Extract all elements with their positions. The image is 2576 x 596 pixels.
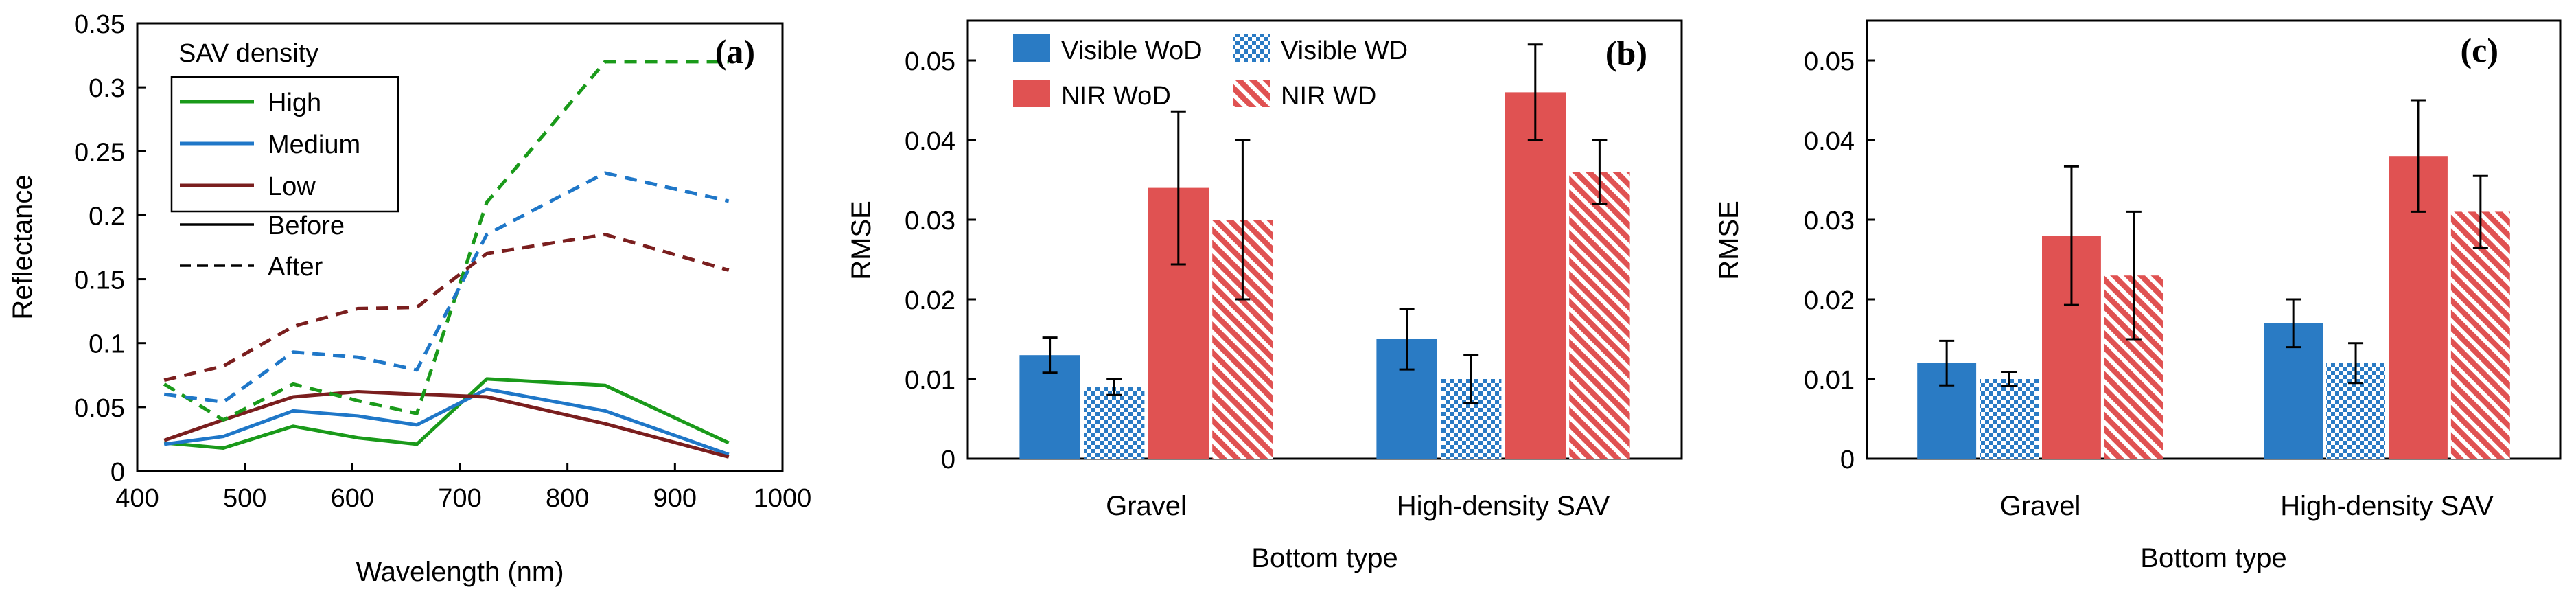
panel-a-label: (a) — [715, 32, 755, 71]
panel-a-reflectance-chart: 0 0.05 0.1 0.15 0.2 0.25 0.3 0.35 400 500 600 700 8… — [8, 10, 811, 587]
series-line-medium-before — [163, 387, 730, 457]
category-label: High-density SAV — [1397, 491, 1610, 521]
legend-swatch-visible-wod — [1013, 34, 1050, 62]
panel-c-plot-frame — [1866, 19, 2562, 460]
y-tick-label: 0 — [941, 446, 955, 474]
series-line-high-before — [163, 377, 730, 450]
y-tick-label: 0.04 — [905, 127, 955, 156]
panel-b-x-axis-label: Bottom type — [1251, 543, 1397, 573]
panel-b-rmse-chart: 0 0.01 0.02 0.03 0.04 0.05 Gravel High-density… — [846, 19, 1683, 573]
category-label: High-density SAV — [2280, 491, 2494, 521]
panel-c-label: (c) — [2461, 31, 2499, 69]
legend-label-before: Before — [268, 211, 345, 240]
panel-c-category-labels: Gravel High-density SAV — [2000, 491, 2494, 521]
bar-nir-wd-high-density-sav — [2450, 211, 2510, 459]
bar-nir-wod-high-density-sav — [1505, 92, 1566, 459]
series-line-high-after — [163, 60, 729, 422]
panel-c-y-ticks: 0 0.01 0.02 0.03 0.04 0.05 — [1804, 47, 1875, 474]
legend-label-visible-wd: Visible WD — [1281, 36, 1408, 65]
y-tick-label: 0 — [111, 458, 125, 487]
y-tick-label: 0.3 — [89, 74, 125, 103]
panel-a-series-lines — [163, 60, 730, 459]
y-tick-label: 0.01 — [905, 366, 955, 395]
legend-label-medium: Medium — [268, 130, 360, 159]
y-tick-label: 0.03 — [1804, 207, 1855, 236]
panel-a-y-ticks: 0 0.05 0.1 0.15 0.2 0.25 0.3 0.35 — [74, 10, 146, 487]
category-label: Gravel — [2000, 491, 2081, 521]
panel-c-y-axis-label: RMSE — [1714, 200, 1744, 280]
y-tick-label: 0.02 — [905, 286, 955, 315]
x-tick-label: 400 — [115, 484, 159, 513]
bar-nir-wd-high-density-sav — [1569, 172, 1630, 459]
legend-title: SAV density — [178, 39, 318, 68]
y-tick-label: 0.15 — [74, 266, 125, 295]
x-tick-label: 600 — [331, 484, 374, 513]
panel-b-y-axis-label: RMSE — [846, 200, 877, 280]
legend-label-nir-wd: NIR WD — [1281, 82, 1376, 111]
panel-c-rmse-chart: 0 0.01 0.02 0.03 0.04 0.05 Gravel High-density… — [1714, 19, 2562, 573]
y-tick-label: 0.03 — [905, 207, 955, 236]
legend-label-after: After — [268, 253, 323, 282]
panel-a-x-ticks: 400 500 600 700 800 900 1000 — [115, 463, 811, 513]
x-tick-label: 700 — [438, 484, 481, 513]
panel-c-bars — [1917, 99, 2510, 459]
y-tick-label: 0.1 — [89, 330, 125, 359]
legend-label-visible-wod: Visible WoD — [1061, 36, 1203, 65]
x-tick-label: 900 — [653, 484, 697, 513]
y-tick-label: 0 — [1840, 446, 1855, 474]
panel-a-legend: SAV density High Medium Low Before After — [170, 39, 399, 282]
legend-swatch-visible-wd — [1233, 34, 1270, 62]
panel-b-legend: Visible WoD Visible WD NIR WoD NIR WD — [1013, 34, 1408, 111]
y-tick-label: 0.02 — [1804, 286, 1855, 315]
panel-c-x-axis-label: Bottom type — [2140, 543, 2286, 573]
x-tick-label: 800 — [546, 484, 589, 513]
panel-b-plot-frame — [966, 19, 1683, 460]
legend-label-nir-wod: NIR WoD — [1061, 82, 1171, 111]
series-line-medium-after — [163, 171, 730, 404]
bar-visible-wd-gravel — [1084, 387, 1145, 459]
panel-b-y-ticks: 0 0.01 0.02 0.03 0.04 0.05 — [905, 47, 976, 474]
y-tick-label: 0.04 — [1804, 127, 1855, 156]
series-line-low-before — [163, 390, 730, 459]
x-tick-label: 500 — [223, 484, 266, 513]
legend-label-low: Low — [268, 172, 316, 201]
panel-b-label: (b) — [1605, 34, 1647, 72]
legend-label-high: High — [268, 89, 321, 117]
panel-a-y-axis-label: Reflectance — [8, 174, 38, 319]
panel-a-x-axis-label: Wavelength (nm) — [356, 557, 564, 587]
y-tick-label: 0.25 — [74, 138, 125, 167]
y-tick-label: 0.2 — [89, 202, 125, 231]
legend-swatch-nir-wd — [1233, 80, 1270, 107]
y-tick-label: 0.35 — [74, 10, 125, 39]
x-tick-label: 1000 — [754, 484, 812, 513]
panel-b-category-labels: Gravel High-density SAV — [1106, 491, 1610, 521]
y-tick-label: 0.05 — [905, 47, 955, 76]
category-label: Gravel — [1106, 491, 1187, 521]
y-tick-label: 0.01 — [1804, 366, 1855, 395]
legend-swatch-nir-wod — [1013, 80, 1050, 107]
y-tick-label: 0.05 — [1804, 47, 1855, 76]
panel-b-bars — [1019, 43, 1630, 459]
y-tick-label: 0.05 — [74, 394, 125, 423]
series-line-low-after — [163, 232, 730, 382]
bar-visible-wd-gravel — [1980, 379, 2039, 459]
